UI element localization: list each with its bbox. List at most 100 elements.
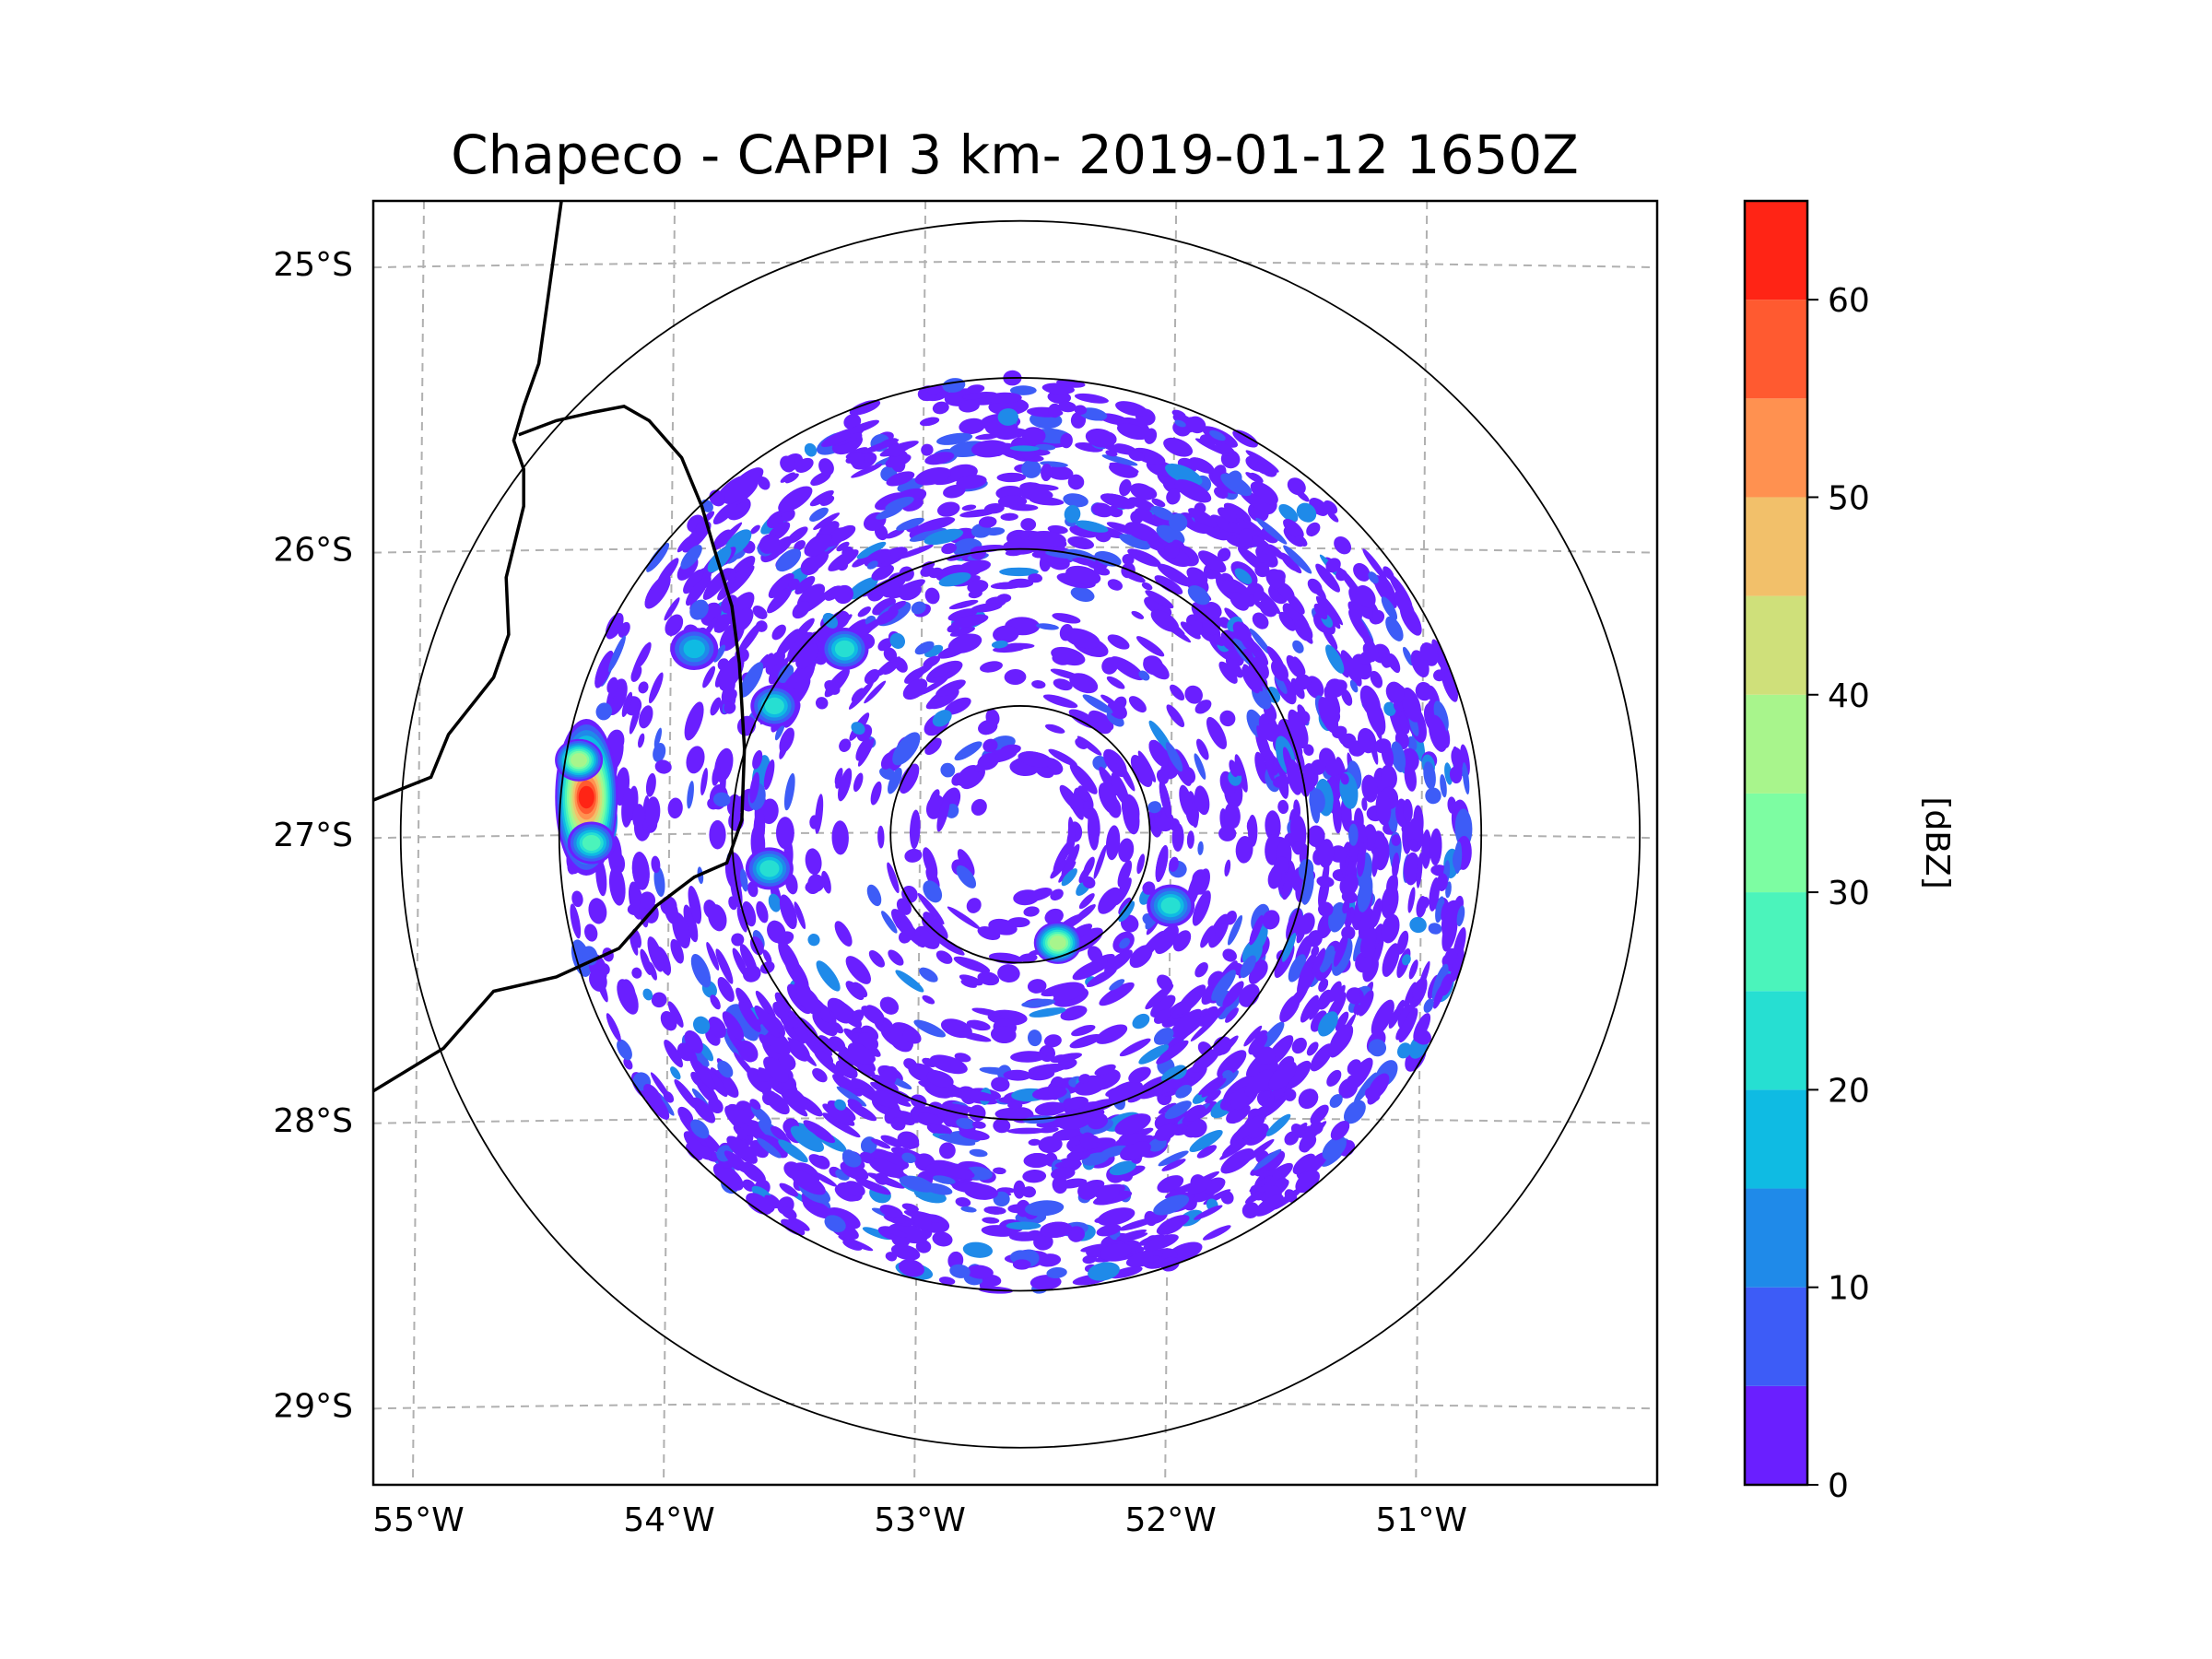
- echo-speck: [778, 1053, 796, 1071]
- colorbar-tick-label: 50: [1828, 479, 1870, 517]
- echo-speck: [1154, 1124, 1178, 1141]
- echo-speck: [851, 722, 865, 735]
- echo-speck: [1256, 1046, 1276, 1065]
- echo-speck: [821, 428, 857, 448]
- echo-speck: [933, 1175, 956, 1184]
- echo-speck: [1063, 493, 1088, 508]
- echo-speck: [1275, 675, 1288, 694]
- echo-speck: [1087, 946, 1103, 963]
- echo-speck: [1075, 737, 1088, 749]
- echo-speck: [1159, 780, 1172, 819]
- echo-speck: [956, 475, 987, 489]
- echo-speck: [1265, 1095, 1288, 1117]
- echo-speck: [980, 661, 1003, 673]
- echo-speck: [1222, 580, 1236, 593]
- echo-speck: [1194, 785, 1210, 816]
- echo-speck: [1285, 1060, 1312, 1089]
- echo-speck: [1063, 628, 1100, 649]
- echo-speck: [794, 901, 806, 930]
- echo-speck: [1046, 1266, 1067, 1279]
- echo-speck: [1116, 1230, 1147, 1241]
- echo-speck: [758, 477, 771, 490]
- echo-speck: [1088, 1262, 1120, 1281]
- echo-speck: [935, 950, 953, 964]
- echo-speck: [727, 565, 755, 595]
- echo-speck: [762, 949, 772, 964]
- echo-speck: [1031, 1086, 1067, 1100]
- echo-speck: [816, 960, 841, 992]
- echo-speck: [707, 547, 732, 573]
- echo-speck: [680, 545, 702, 570]
- reflectivity-echoes: [564, 370, 1473, 1294]
- echo-speck: [749, 1099, 761, 1111]
- echo-speck: [870, 1138, 891, 1149]
- echo-speck: [708, 1017, 726, 1039]
- echo-speck: [639, 891, 656, 910]
- echo-speck: [1050, 1102, 1067, 1114]
- echo-speck: [1100, 1243, 1132, 1261]
- echo-speck: [959, 1129, 990, 1141]
- echo-speck: [1078, 790, 1088, 802]
- echo-speck: [1272, 775, 1290, 789]
- echo-speck: [897, 1131, 920, 1149]
- colorbar-segment: [1745, 991, 1807, 1090]
- echo-speck: [1283, 518, 1304, 539]
- echo-speck: [1019, 488, 1053, 501]
- echo-speck: [709, 819, 726, 850]
- echo-speck: [788, 1217, 810, 1231]
- echo-speck: [1444, 947, 1458, 965]
- echo-speck: [880, 752, 895, 770]
- echo-speck: [1219, 710, 1236, 727]
- echo-speck: [1310, 581, 1326, 600]
- echo-speck: [1433, 669, 1445, 682]
- echo-speck: [754, 1005, 781, 1038]
- echo-speck: [1353, 562, 1371, 582]
- echo-speck: [588, 898, 607, 924]
- echo-speck: [1441, 902, 1448, 921]
- echo-speck: [1129, 945, 1153, 969]
- echo-speck: [722, 1011, 745, 1041]
- echo-speck: [922, 1057, 936, 1067]
- echo-speck: [904, 848, 923, 863]
- echo-speck: [776, 629, 800, 657]
- echo-speck: [1157, 563, 1193, 587]
- parallel-gridline: [373, 1402, 1657, 1410]
- echo-speck: [594, 651, 614, 688]
- echo-speck: [1061, 843, 1080, 877]
- echo-speck: [1348, 609, 1371, 643]
- echo-speck: [944, 1113, 956, 1127]
- echo-speck: [1416, 853, 1423, 888]
- echo-speck: [890, 1089, 912, 1102]
- echo-speck: [940, 762, 956, 778]
- echo-speck: [1035, 765, 1054, 779]
- echo-speck: [790, 1125, 824, 1152]
- echo-speck: [914, 641, 935, 655]
- echo-speck: [1155, 845, 1169, 882]
- echo-speck: [1151, 498, 1166, 508]
- echo-speck: [1028, 530, 1066, 548]
- echo-speck: [1361, 797, 1368, 811]
- echo-speck: [584, 924, 598, 942]
- echo-speck: [1318, 697, 1339, 734]
- echo-speck: [1249, 628, 1272, 656]
- echo-speck: [1186, 416, 1206, 434]
- echo-speck: [1096, 1184, 1120, 1202]
- echo-speck: [1359, 650, 1375, 665]
- echo-speck: [978, 720, 998, 735]
- echo-speck: [1425, 787, 1441, 805]
- echo-speck: [975, 433, 999, 441]
- reflectivity-cell: [582, 835, 601, 851]
- echo-speck: [1415, 681, 1433, 701]
- echo-speck: [1299, 912, 1315, 935]
- echo-speck: [955, 1196, 971, 1207]
- echo-speck: [1362, 548, 1388, 582]
- echo-speck: [917, 892, 945, 925]
- echo-speck: [1342, 900, 1350, 914]
- echo-speck: [1164, 1100, 1192, 1120]
- echo-speck: [1012, 1259, 1031, 1270]
- echo-speck: [1319, 594, 1344, 626]
- echo-speck: [1000, 512, 1018, 522]
- echo-speck: [1051, 1167, 1076, 1181]
- lon-tick-label: 52°W: [1124, 1501, 1216, 1539]
- echo-speck: [822, 1112, 854, 1134]
